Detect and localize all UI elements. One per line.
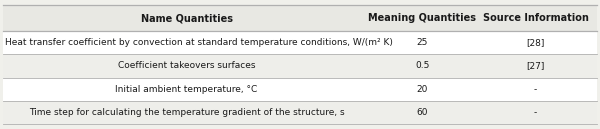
Text: -: -: [534, 85, 537, 94]
Text: 25: 25: [416, 38, 428, 47]
Text: [27]: [27]: [526, 62, 545, 70]
Text: Initial ambient temperature, °C: Initial ambient temperature, °C: [115, 85, 257, 94]
Text: 60: 60: [416, 108, 428, 117]
Text: -: -: [534, 108, 537, 117]
Bar: [3, 78, 597, 101]
Text: Meaning Quantities: Meaning Quantities: [368, 13, 476, 23]
Text: [28]: [28]: [526, 38, 545, 47]
Text: Name Quantities: Name Quantities: [140, 13, 233, 23]
Text: Coefficient takeovers surfaces: Coefficient takeovers surfaces: [118, 62, 255, 70]
Text: Heat transfer coefficient by convection at standard temperature conditions, W/(m: Heat transfer coefficient by convection …: [5, 38, 393, 47]
Text: 20: 20: [416, 85, 428, 94]
Bar: [3, 54, 597, 78]
Text: Source Information: Source Information: [482, 13, 589, 23]
Bar: [3, 5, 597, 31]
Bar: [3, 31, 597, 54]
Text: 0.5: 0.5: [415, 62, 429, 70]
Text: Time step for calculating the temperature gradient of the structure, s: Time step for calculating the temperatur…: [29, 108, 344, 117]
Bar: [3, 101, 597, 124]
